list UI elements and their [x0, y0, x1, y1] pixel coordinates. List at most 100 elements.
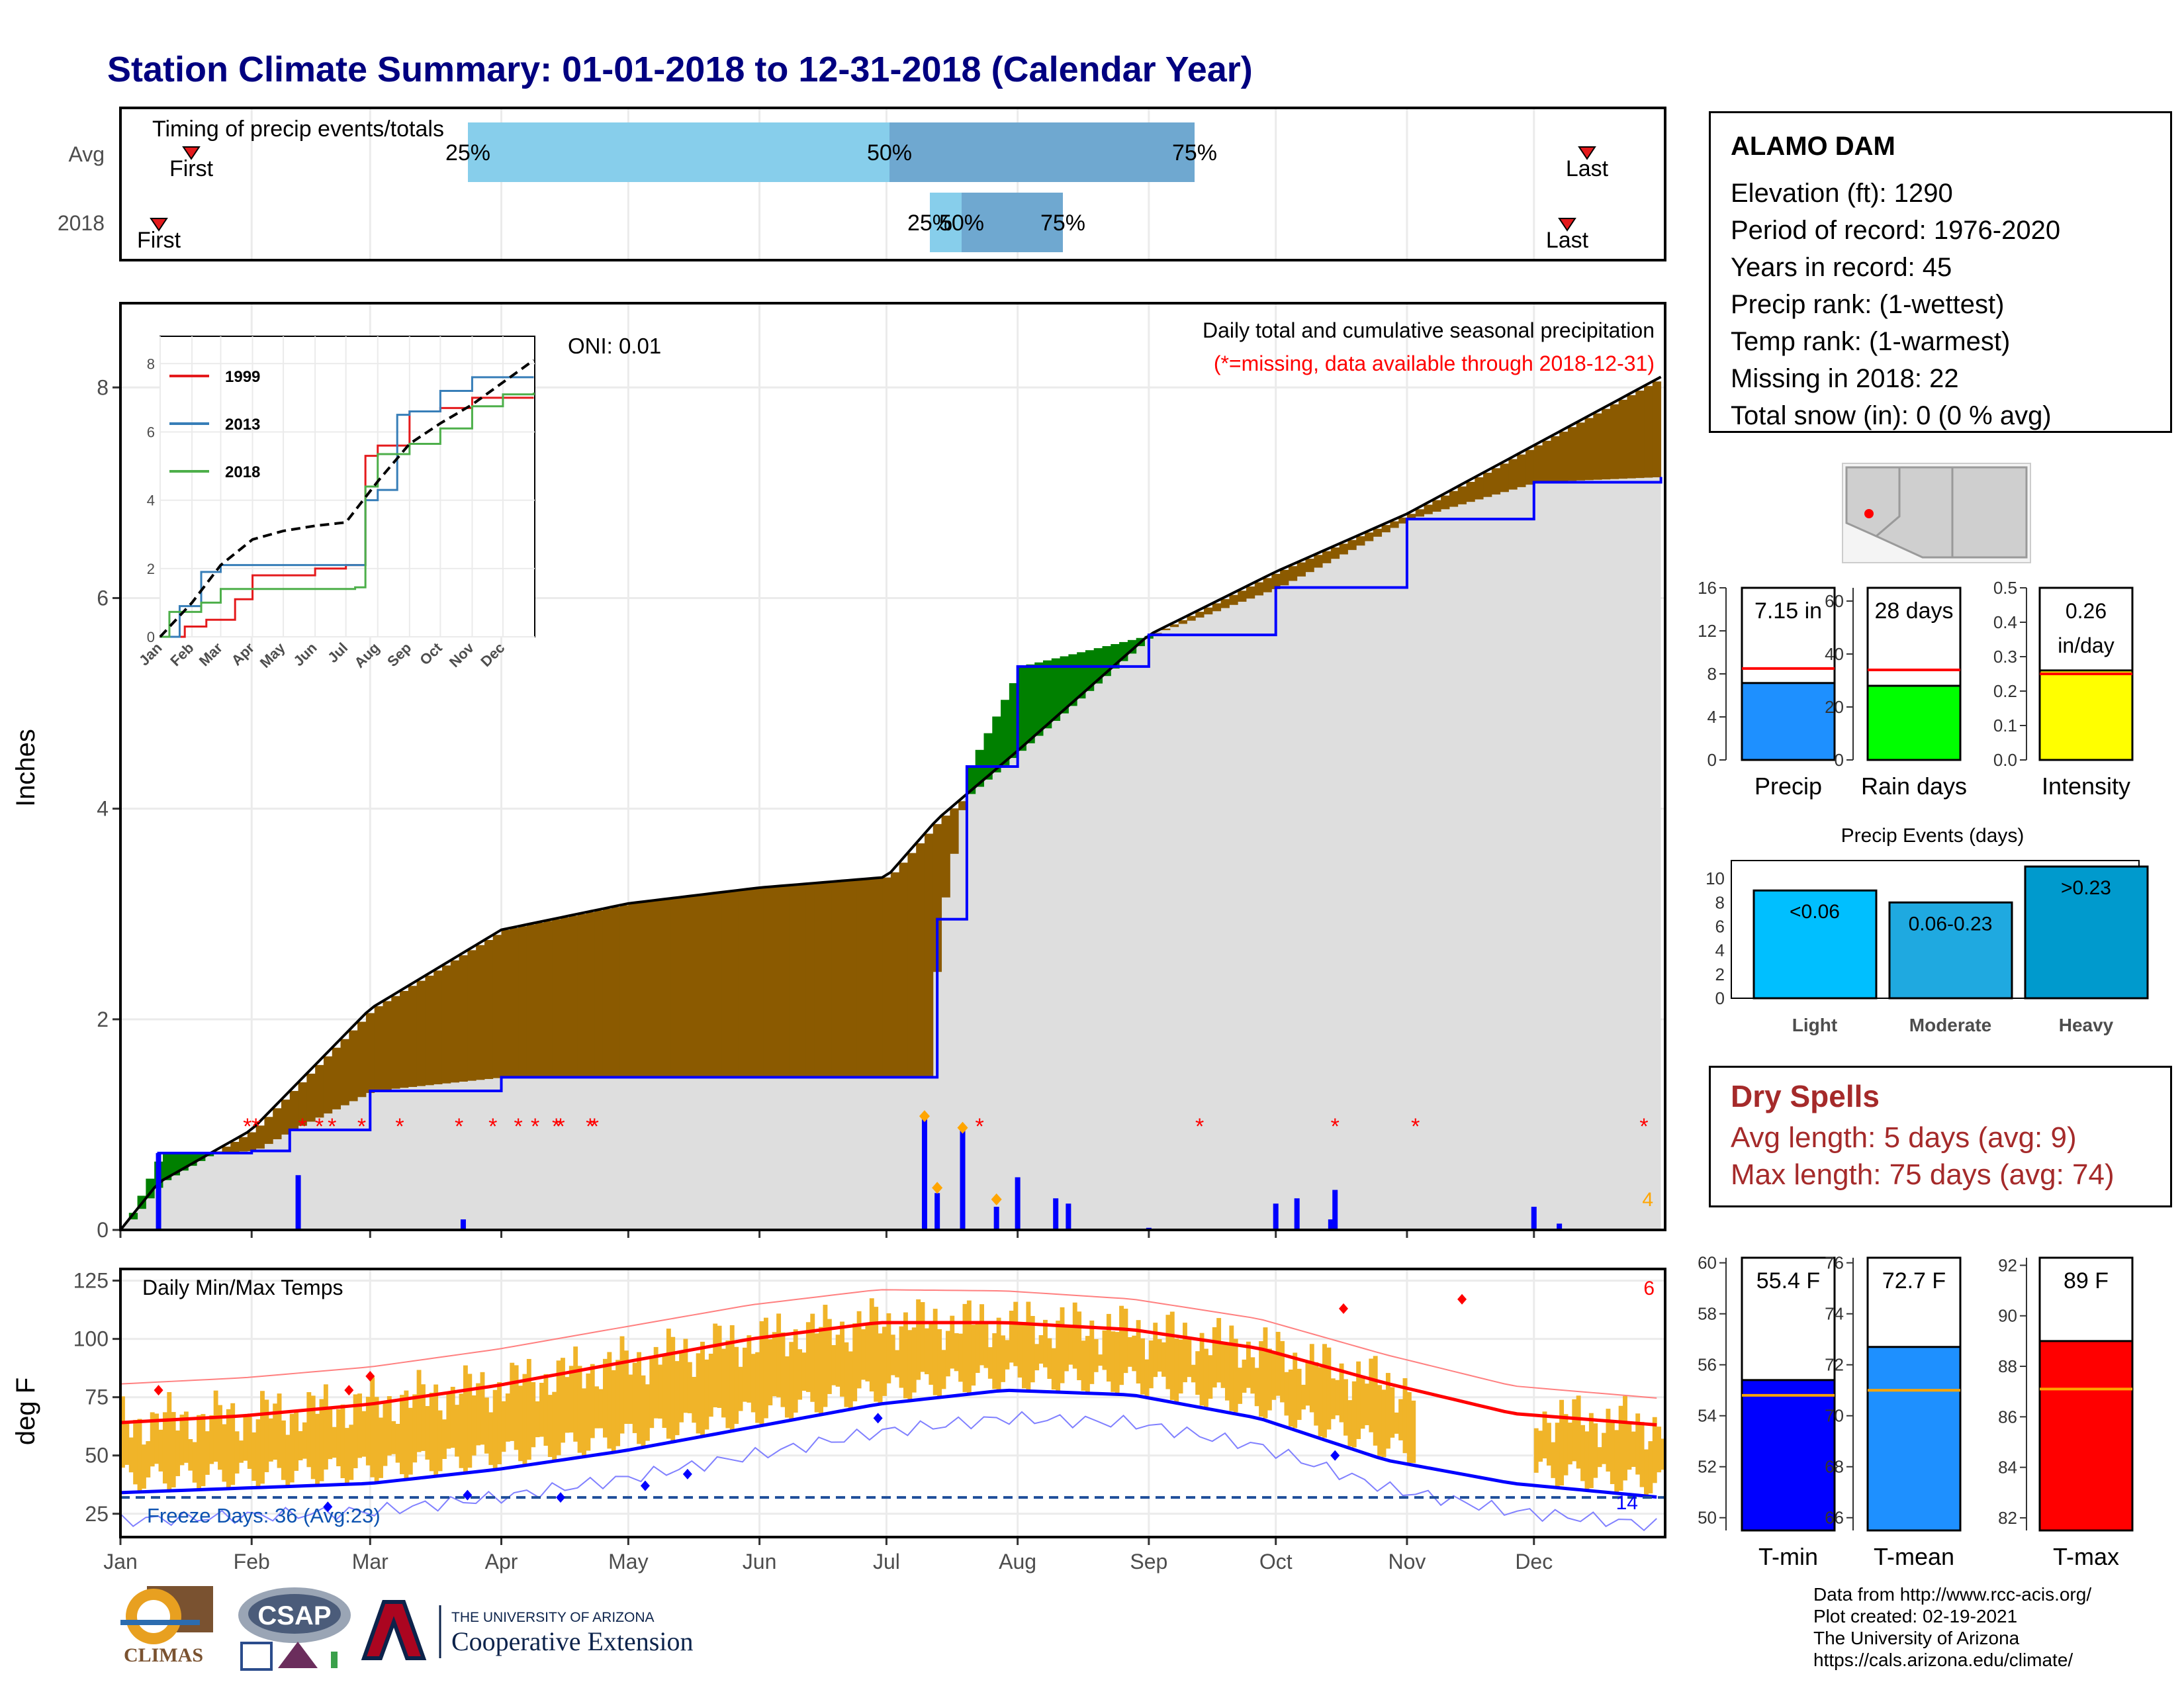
daily-temp-range-bar: [332, 1427, 337, 1458]
daily-temp-range-bar: [1280, 1340, 1285, 1403]
daily-temp-range-bar: [700, 1341, 705, 1437]
cumulative-difference-area: [137, 1196, 146, 1209]
daily-temp-range-bar: [298, 1430, 303, 1461]
cumulative-difference-area: [281, 1100, 291, 1135]
cumulative-difference-area: [179, 1152, 189, 1171]
daily-temp-range-bar: [658, 1364, 662, 1419]
daily-precip-bar: [993, 1207, 999, 1230]
daily-temp-range-bar: [607, 1352, 612, 1449]
daily-temp-range-bar: [1347, 1400, 1353, 1446]
cumulative-difference-area: [1584, 418, 1594, 481]
cumulative-difference-area: [1195, 612, 1205, 618]
cumulative-difference-area: [1500, 463, 1509, 492]
intensity-tick-label-3: 0.3: [1993, 647, 2017, 667]
cumulative-difference-area: [247, 1132, 257, 1151]
daily-temp-range-bar: [463, 1365, 468, 1474]
daily-temp-range-bar: [649, 1356, 655, 1429]
daily-temp-range-bar: [167, 1392, 172, 1491]
cumulative-difference-area: [789, 885, 798, 1078]
daily-temp-range-bar: [1542, 1411, 1547, 1459]
last-avg-marker: [1578, 146, 1596, 160]
cumulative-difference-area: [755, 888, 764, 1078]
t-mean-bar: [1866, 1346, 1962, 1532]
daily-temp-range-bar: [531, 1382, 536, 1448]
daily-temp-range-bar: [1030, 1315, 1035, 1383]
record-low-marker: [640, 1480, 650, 1491]
events-y-tick-label-5: 10: [1706, 868, 1725, 888]
daily-temp-range-bar: [1064, 1327, 1069, 1372]
daily-temp-range-bar: [1165, 1315, 1171, 1389]
cumulative-difference-area: [1390, 521, 1399, 528]
cumulative-difference-area: [1026, 664, 1035, 743]
daily-temp-range-bar: [383, 1402, 388, 1466]
daily-temp-range-bar: [505, 1393, 510, 1442]
station-precip-rank: Precip rank: (1-wettest): [1731, 290, 2005, 319]
cumulative-difference-area: [1618, 399, 1627, 479]
daily-temp-range-bar: [547, 1395, 553, 1457]
daily-temp-range-bar: [1178, 1339, 1183, 1394]
inset-x-tick-label: Aug: [351, 639, 383, 671]
daily-temp-range-bar: [1144, 1359, 1150, 1397]
csap-logo: CSAP: [238, 1587, 351, 1671]
cumulative-difference-area: [1364, 532, 1374, 541]
daily-temp-range-bar: [598, 1389, 604, 1429]
cumulative-difference-area: [1127, 639, 1137, 654]
cumulative-difference-area: [1635, 391, 1645, 479]
cumulative-difference-area: [365, 1013, 375, 1094]
cumulative-difference-area: [679, 897, 688, 1078]
daily-temp-range-bar: [933, 1309, 938, 1395]
inset-series-line-2018: [160, 393, 535, 638]
cumulative-difference-area: [1576, 422, 1586, 481]
daily-temp-range-bar: [852, 1323, 858, 1401]
daily-temp-range-bar: [1077, 1311, 1082, 1381]
intensity-tick-label-4: 0.4: [1993, 612, 2017, 632]
cumulative-difference-area: [323, 1056, 333, 1114]
first-avg-label: First: [169, 156, 214, 181]
inset-y-tick-label: 8: [147, 355, 155, 372]
daily-temp-range-bar: [590, 1364, 595, 1438]
daily-temp-range-bar: [171, 1412, 176, 1488]
daily-temp-range-bar: [201, 1414, 206, 1487]
cumulative-difference-area: [1161, 628, 1171, 630]
daily-temp-range-bar: [827, 1319, 832, 1394]
main-y-tick-label-1: 2: [97, 1008, 109, 1031]
precip-total-tick-label-0: 0: [1707, 750, 1717, 770]
footer-line-1: Data from http://www.rcc-acis.org/: [1813, 1584, 2092, 1605]
cumulative-difference-area: [1119, 641, 1128, 661]
events-bar-light: [1752, 889, 1878, 1000]
daily-temp-range-bar: [1161, 1342, 1166, 1377]
timing-avg-q2-bar: [889, 122, 1195, 182]
cumulative-difference-area: [459, 955, 468, 1082]
daily-temp-range-bar: [772, 1332, 777, 1397]
precip-caption: Daily total and cumulative seasonal prec…: [1203, 318, 1655, 342]
t-min-tick-label-0: 50: [1698, 1508, 1717, 1528]
daily-precip-bar: [1053, 1198, 1059, 1230]
cumulative-difference-area: [1398, 517, 1408, 524]
cumulative-difference-area: [924, 833, 934, 1078]
daily-temp-range-bar: [717, 1325, 722, 1408]
cumulative-difference-area: [526, 924, 536, 1078]
cumulative-difference-area: [1381, 525, 1390, 533]
daily-temp-range-bar: [861, 1329, 866, 1380]
inset-series-line-avg: [159, 359, 535, 638]
daily-precip-bar: [934, 1193, 940, 1230]
daily-temp-range-bar: [1068, 1326, 1073, 1365]
daily-temp-range-bar: [387, 1396, 392, 1456]
daily-temp-range-bar: [437, 1410, 443, 1472]
daily-temp-range-bar: [687, 1362, 692, 1413]
t-max-bar: [2038, 1340, 2134, 1532]
daily-temp-range-bar: [471, 1395, 477, 1456]
station-period: Period of record: 1976-2020: [1731, 216, 2061, 245]
daily-temp-range-bar: [856, 1311, 862, 1389]
cumulative-difference-area: [865, 878, 874, 1078]
timing-row-avg: Avg: [68, 142, 105, 166]
t-max-value-label: 89 F: [2064, 1268, 2109, 1293]
daily-temp-range-bar: [522, 1374, 527, 1466]
cumulative-difference-area: [552, 919, 561, 1078]
cumulative-difference-area: [1238, 590, 1247, 602]
daily-temp-range-bar: [344, 1428, 349, 1485]
avg-q25-label: 25%: [445, 140, 490, 165]
cumulative-difference-area: [1085, 650, 1095, 691]
cumulative-difference-area: [1466, 481, 1475, 502]
daily-temp-range-bar: [929, 1323, 934, 1385]
